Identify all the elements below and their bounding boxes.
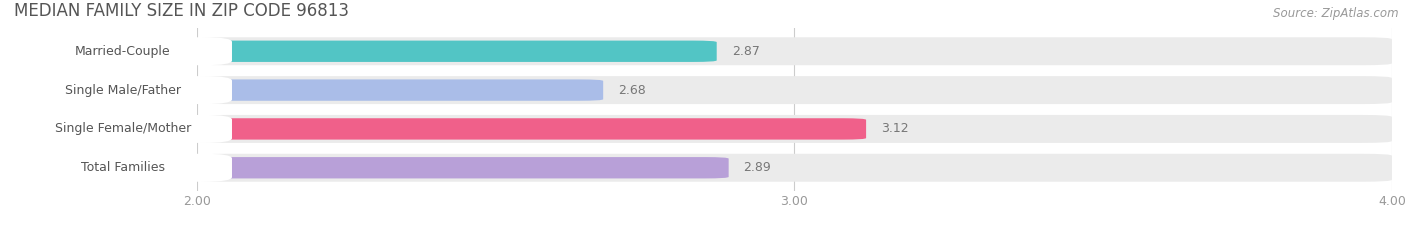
FancyBboxPatch shape bbox=[197, 76, 1392, 104]
FancyBboxPatch shape bbox=[197, 79, 603, 101]
Text: 3.12: 3.12 bbox=[882, 122, 908, 135]
FancyBboxPatch shape bbox=[197, 157, 728, 178]
Text: Single Male/Father: Single Male/Father bbox=[65, 84, 181, 97]
FancyBboxPatch shape bbox=[197, 118, 866, 140]
Text: 2.68: 2.68 bbox=[619, 84, 645, 97]
Text: Single Female/Mother: Single Female/Mother bbox=[55, 122, 191, 135]
Text: 2.87: 2.87 bbox=[731, 45, 759, 58]
FancyBboxPatch shape bbox=[197, 37, 1392, 65]
Text: Total Families: Total Families bbox=[82, 161, 165, 174]
FancyBboxPatch shape bbox=[197, 115, 1392, 143]
Text: MEDIAN FAMILY SIZE IN ZIP CODE 96813: MEDIAN FAMILY SIZE IN ZIP CODE 96813 bbox=[14, 2, 349, 20]
Text: Married-Couple: Married-Couple bbox=[75, 45, 172, 58]
Text: 2.89: 2.89 bbox=[744, 161, 772, 174]
FancyBboxPatch shape bbox=[197, 41, 717, 62]
Text: Source: ZipAtlas.com: Source: ZipAtlas.com bbox=[1274, 7, 1399, 20]
FancyBboxPatch shape bbox=[197, 154, 1392, 182]
